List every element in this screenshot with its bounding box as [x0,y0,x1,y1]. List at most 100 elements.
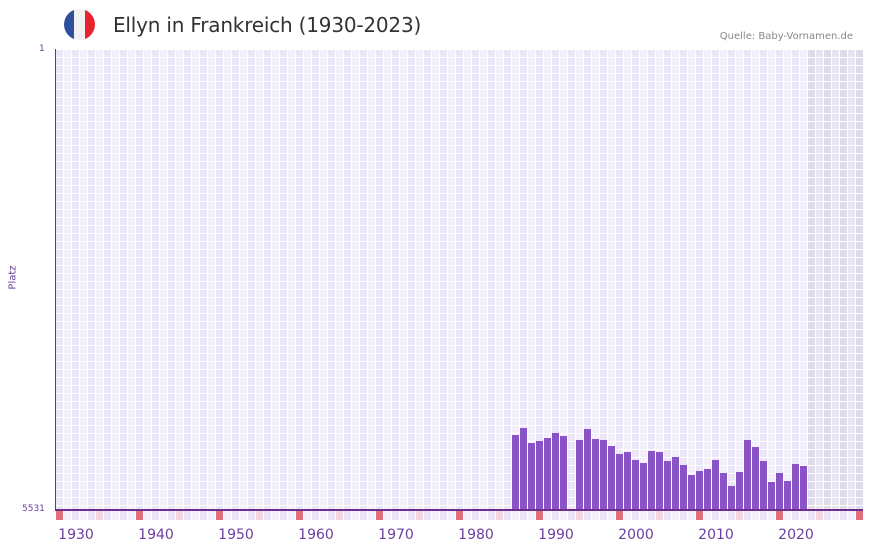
grid-column [648,49,656,513]
marker-cell [280,511,287,520]
decade-marker [56,511,63,520]
decade-marker [376,511,383,520]
marker-cell [632,511,639,520]
bar-1988 [536,441,543,510]
marker-cell [848,511,855,520]
marker-cell [424,511,431,520]
grid-column [376,49,384,513]
grid-column [280,49,288,513]
grid-column [528,49,536,513]
marker-cell [840,511,847,520]
marker-cell [160,511,167,520]
marker-cell [304,511,311,520]
marker-cell [728,511,735,520]
grid-column [176,49,184,513]
grid-column [384,49,392,513]
grid-column [800,49,808,513]
bar-1996 [600,440,607,510]
grid-column [608,49,616,513]
marker-cell [480,511,487,520]
chart-title: Ellyn in Frankreich (1930-2023) [113,13,421,37]
decade-marker [616,511,623,520]
marker-cell [768,511,775,520]
grid-column [408,49,416,513]
bar-1994 [584,429,591,510]
bar-2020 [792,464,799,510]
decade-marker [856,511,863,520]
marker-cell [680,511,687,520]
marker-cell [264,511,271,520]
grid-column [688,49,696,513]
grid-column [752,49,760,513]
decade-marker [776,511,783,520]
bar-1986 [520,428,527,510]
grid-column [720,49,728,513]
grid-column [840,49,848,513]
grid-column [656,49,664,513]
marker-cell [120,511,127,520]
grid-column [296,49,304,513]
marker-cell [704,511,711,520]
half-decade-marker [416,511,423,520]
grid-column [416,49,424,513]
marker-cell [320,511,327,520]
bar-2010 [712,460,719,510]
x-label-1940: 1940 [138,527,174,543]
grid-column [392,49,400,513]
marker-cell [360,511,367,520]
grid-column [264,49,272,513]
x-label-1960: 1960 [298,527,334,543]
marker-cell [528,511,535,520]
marker-cell [672,511,679,520]
decade-marker [296,511,303,520]
grid-column [96,49,104,513]
marker-cell [240,511,247,520]
marker-cell [752,511,759,520]
x-label-1930: 1930 [58,527,94,543]
grid-column [120,49,128,513]
grid-column [816,49,824,513]
marker-cell [184,511,191,520]
decade-marker [136,511,143,520]
marker-cell [128,511,135,520]
marker-cell [552,511,559,520]
grid-column [824,49,832,513]
marker-cell [568,511,575,520]
y-bottom-label: 5531 [22,504,45,514]
marker-cell [440,511,447,520]
x-label-1990: 1990 [538,527,574,543]
marker-cell [824,511,831,520]
x-label-2020: 2020 [778,527,814,543]
marker-cell [472,511,479,520]
bar-2008 [696,471,703,510]
grid-column [88,49,96,513]
grid-column [776,49,784,513]
grid-column [248,49,256,513]
marker-cell [232,511,239,520]
marker-cell [208,511,215,520]
bar-2014 [744,440,751,510]
marker-cell [400,511,407,520]
x-axis-line [55,509,863,511]
grid-column [768,49,776,513]
marker-cell [592,511,599,520]
bar-2009 [704,469,711,510]
marker-cell [664,511,671,520]
marker-cell [712,511,719,520]
marker-cell [80,511,87,520]
half-decade-marker [576,511,583,520]
marker-cell [328,511,335,520]
marker-cell [792,511,799,520]
bar-1993 [576,440,583,510]
grid-column [672,49,680,513]
marker-cell [144,511,151,520]
grid-column [232,49,240,513]
half-decade-marker [336,511,343,520]
marker-cell [744,511,751,520]
grid-column [784,49,792,513]
marker-cell [312,511,319,520]
marker-cell [520,511,527,520]
grid-column [152,49,160,513]
marker-cell [432,511,439,520]
grid-column [728,49,736,513]
